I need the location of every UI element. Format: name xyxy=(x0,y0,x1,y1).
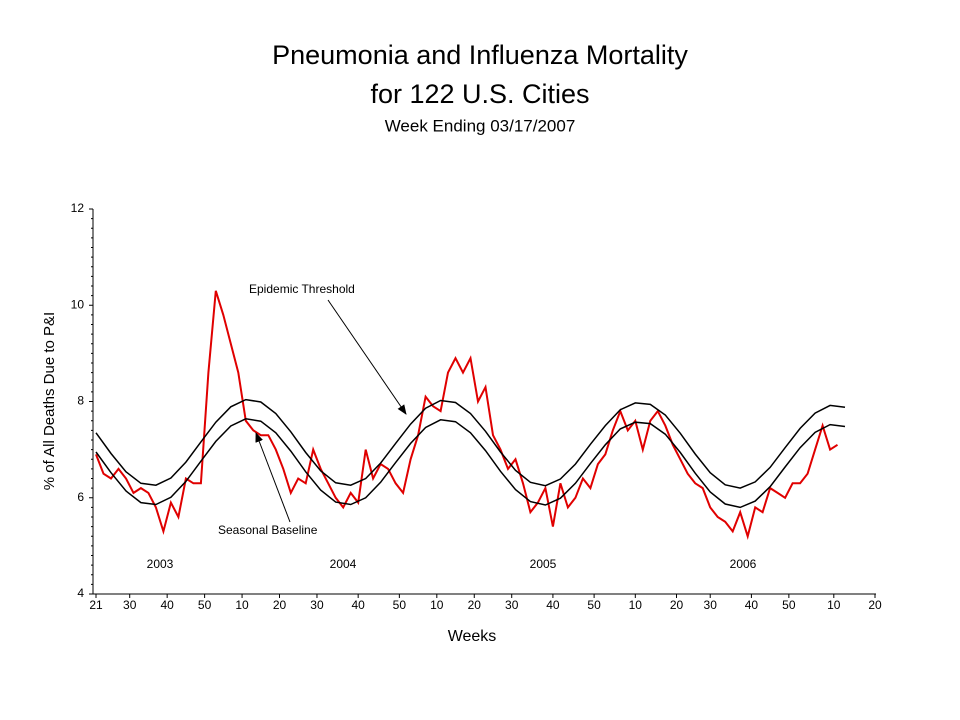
y-tick-label: 4 xyxy=(77,586,84,600)
x-tick-label: 10 xyxy=(827,598,841,612)
x-tick-label: 40 xyxy=(351,598,365,612)
x-tick-label: 50 xyxy=(393,598,407,612)
annotation-arrow xyxy=(327,299,407,415)
chart-title: for 122 U.S. Cities xyxy=(370,79,589,109)
x-tick-label: 40 xyxy=(546,598,560,612)
y-axis-label: % of All Deaths Due to P&I xyxy=(41,312,58,490)
year-label: 2005 xyxy=(530,557,557,571)
x-tick-label: 50 xyxy=(782,598,796,612)
year-label: 2006 xyxy=(730,557,757,571)
annotation-arrow xyxy=(255,432,291,523)
series-line xyxy=(95,418,846,509)
x-tick-label: 20 xyxy=(468,598,482,612)
annotation: Seasonal Baseline xyxy=(218,523,318,537)
x-tick-label: 10 xyxy=(235,598,249,612)
x-tick-label: 30 xyxy=(704,598,718,612)
x-tick-label: 30 xyxy=(123,598,137,612)
x-tick-label: 10 xyxy=(430,598,444,612)
x-axis-label: Weeks xyxy=(448,628,497,645)
x-tick-label: 50 xyxy=(198,598,212,612)
y-tick-label: 10 xyxy=(71,297,85,311)
y-tick-label: 6 xyxy=(77,490,84,504)
year-label: 2004 xyxy=(330,557,357,571)
y-tick-label: 8 xyxy=(77,394,84,408)
series-line xyxy=(95,398,846,489)
x-tick-label: 30 xyxy=(505,598,519,612)
y-tick-label: 12 xyxy=(71,201,85,215)
x-tick-label: 20 xyxy=(670,598,684,612)
x-tick-label: 10 xyxy=(629,598,643,612)
x-tick-label: 40 xyxy=(160,598,174,612)
x-tick-label: 50 xyxy=(587,598,601,612)
x-tick-label: 20 xyxy=(868,598,882,612)
year-label: 2003 xyxy=(147,557,174,571)
x-tick-label: 21 xyxy=(89,598,103,612)
x-tick-label: 20 xyxy=(273,598,287,612)
x-tick-label: 40 xyxy=(745,598,759,612)
chart-subtitle: Week Ending 03/17/2007 xyxy=(385,116,576,135)
series-line xyxy=(95,290,839,540)
chart-title: Pneumonia and Influenza Mortality xyxy=(272,40,688,70)
annotation: Epidemic Threshold xyxy=(249,282,355,296)
x-tick-label: 30 xyxy=(310,598,324,612)
